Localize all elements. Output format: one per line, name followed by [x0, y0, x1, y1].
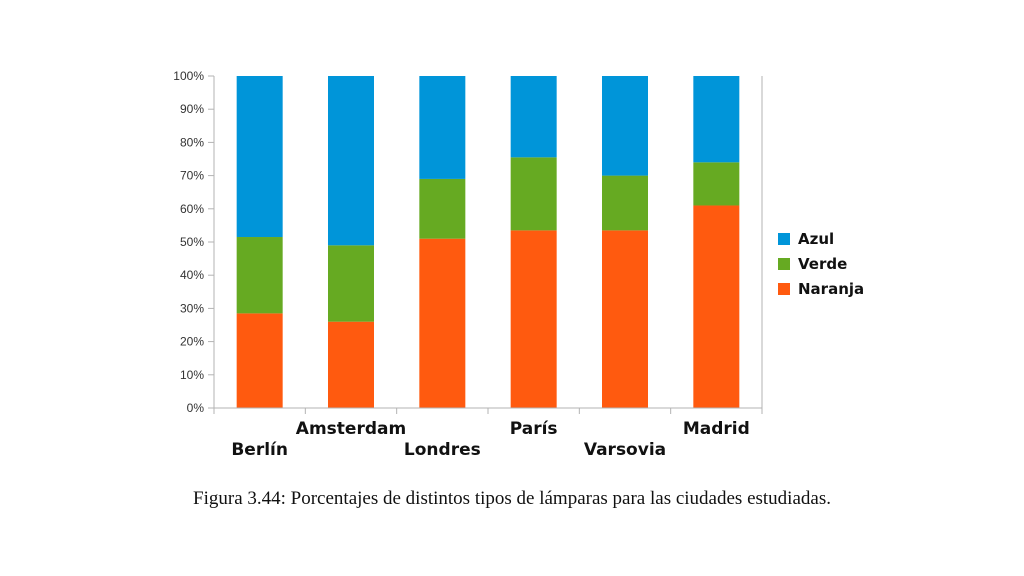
bar-verde-0	[236, 237, 283, 314]
category-label: Berlín	[231, 440, 288, 460]
category-label: Londres	[404, 440, 481, 460]
category-label: Amsterdam	[296, 419, 406, 439]
bar-azul-5	[693, 76, 740, 163]
y-tick-label: 20%	[180, 335, 204, 349]
legend-label-naranja: Naranja	[798, 280, 864, 298]
bar-verde-5	[693, 162, 740, 206]
y-tick-label: 0%	[187, 401, 205, 415]
bar-naranja-1	[328, 321, 374, 408]
bar-azul-0	[236, 76, 283, 238]
bar-naranja-5	[693, 205, 740, 408]
bar-naranja-3	[510, 230, 557, 408]
figure-caption: Figura 3.44: Porcentajes de distintos ti…	[193, 488, 831, 509]
y-tick-label: 90%	[180, 102, 204, 116]
legend-label-azul: Azul	[798, 230, 834, 248]
bar-area	[236, 76, 740, 408]
category-label: París	[510, 419, 558, 439]
y-tick-label: 60%	[180, 202, 204, 216]
axes	[213, 76, 763, 414]
bar-verde-4	[602, 175, 648, 231]
legend: Azul Verde Naranja	[778, 230, 864, 298]
bar-azul-3	[510, 76, 557, 158]
legend-swatch-azul	[778, 233, 790, 245]
legend-label-verde: Verde	[798, 255, 847, 273]
category-label: Madrid	[683, 419, 750, 439]
bar-verde-3	[510, 157, 557, 231]
stacked-bar-chart: 0% 10% 20% 30% 40% 50% 60% 70% 80% 90% 100% Berlín…	[173, 69, 864, 460]
category-label: Varsovia	[584, 440, 666, 460]
bar-azul-4	[602, 76, 648, 176]
y-tick-label: 40%	[180, 268, 204, 282]
y-tick-label: 80%	[180, 135, 204, 149]
y-tick-label: 30%	[180, 301, 204, 315]
bar-naranja-0	[236, 313, 283, 408]
bar-naranja-4	[602, 230, 648, 408]
legend-swatch-verde	[778, 258, 790, 270]
y-tick-label: 10%	[180, 368, 204, 382]
y-tick-label: 50%	[180, 235, 204, 249]
y-tick-label: 70%	[180, 169, 204, 183]
y-tick-label: 100%	[173, 69, 204, 83]
legend-swatch-naranja	[778, 283, 790, 295]
bar-azul-1	[328, 76, 374, 246]
bar-naranja-2	[419, 238, 466, 408]
y-axis-ticks: 0% 10% 20% 30% 40% 50% 60% 70% 80% 90% 100%	[173, 69, 214, 415]
bar-azul-2	[419, 76, 466, 179]
bar-verde-1	[328, 245, 374, 322]
bar-verde-2	[419, 178, 466, 239]
